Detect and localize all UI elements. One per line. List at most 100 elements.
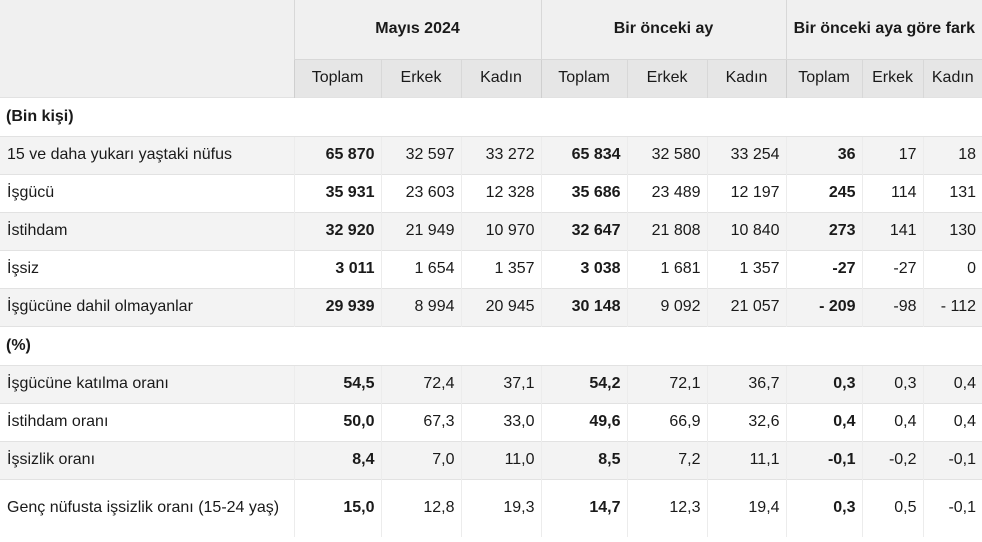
cell-diff-male: 0,5: [861, 478, 924, 537]
cell-current-male: 12,8: [380, 478, 461, 537]
section-header-row: (%): [0, 325, 982, 365]
cell-current-female: 1 357: [460, 249, 542, 288]
cell-previous-total: 65 834: [540, 135, 628, 174]
cell-previous-female: 36,7: [706, 364, 787, 403]
cell-previous-male: 32 580: [626, 135, 708, 174]
cell-previous-male: 1 681: [626, 249, 708, 288]
cell-diff-female: 0,4: [922, 364, 982, 403]
row-label: 15 ve daha yukarı yaştaki nüfus: [0, 135, 294, 174]
cell-previous-total: 8,5: [540, 440, 628, 479]
cell-current-male: 67,3: [380, 402, 461, 441]
cell-previous-female: 19,4: [706, 478, 787, 537]
cell-previous-male: 9 092: [626, 287, 708, 326]
cell-diff-total: 36: [785, 135, 863, 174]
cell-previous-male: 12,3: [626, 478, 708, 537]
cell-current-female: 20 945: [460, 287, 542, 326]
cell-diff-male: -98: [861, 287, 924, 326]
section-header-row: (Bin kişi): [0, 96, 982, 136]
table-header: Mayıs 2024 Bir önceki ay Bir önceki aya …: [0, 0, 982, 97]
header-group-row: Mayıs 2024 Bir önceki ay Bir önceki aya …: [0, 0, 982, 97]
group-header-difference: Bir önceki aya göre fark: [785, 0, 982, 59]
cell-diff-female: -0,1: [922, 440, 982, 479]
cell-current-male: 8 994: [380, 287, 461, 326]
cell-diff-total: 245: [785, 173, 863, 212]
cell-previous-total: 14,7: [540, 478, 628, 537]
table-row: 15 ve daha yukarı yaştaki nüfus 65 870 3…: [0, 135, 982, 174]
cell-diff-female: 0,4: [922, 402, 982, 441]
cell-previous-male: 7,2: [626, 440, 708, 479]
cell-diff-male: 0,3: [861, 364, 924, 403]
subheader-female: Kadın: [460, 58, 542, 97]
table-row: İşgücüne dahil olmayanlar 29 939 8 994 2…: [0, 287, 982, 326]
table-row: İşgücüne katılma oranı 54,5 72,4 37,1 54…: [0, 364, 982, 403]
cell-current-female: 33 272: [460, 135, 542, 174]
cell-current-male: 21 949: [380, 211, 461, 250]
group-header-previous-month: Bir önceki ay: [540, 0, 787, 59]
cell-diff-total: -0,1: [785, 440, 863, 479]
cell-diff-total: 0,4: [785, 402, 863, 441]
cell-diff-total: 0,3: [785, 364, 863, 403]
row-label: İşsizlik oranı: [0, 440, 294, 479]
cell-diff-female: 131: [922, 173, 982, 212]
cell-current-total: 3 011: [293, 249, 381, 288]
row-label: İşsiz: [0, 249, 294, 288]
cell-previous-female: 21 057: [706, 287, 787, 326]
row-label: İstihdam: [0, 211, 294, 250]
row-label: İşgücüne katılma oranı: [0, 364, 294, 403]
cell-previous-total: 35 686: [540, 173, 628, 212]
cell-diff-female: - 112: [922, 287, 982, 326]
table-row: İşsiz 3 011 1 654 1 357 3 038 1 681 1 35…: [0, 249, 982, 288]
cell-previous-male: 21 808: [626, 211, 708, 250]
cell-previous-total: 30 148: [540, 287, 628, 326]
cell-previous-female: 12 197: [706, 173, 787, 212]
cell-current-total: 54,5: [293, 364, 381, 403]
cell-diff-male: 0,4: [861, 402, 924, 441]
subheader-male: Erkek: [626, 58, 708, 97]
cell-diff-female: -0,1: [922, 478, 982, 537]
table-body: (Bin kişi) 15 ve daha yukarı yaştaki nüf…: [0, 96, 982, 537]
cell-current-male: 72,4: [380, 364, 461, 403]
cell-current-male: 7,0: [380, 440, 461, 479]
cell-previous-male: 66,9: [626, 402, 708, 441]
subheader-total: Toplam: [785, 58, 863, 97]
cell-previous-total: 3 038: [540, 249, 628, 288]
cell-current-total: 65 870: [293, 135, 381, 174]
cell-previous-total: 49,6: [540, 402, 628, 441]
subheader-male: Erkek: [380, 58, 461, 97]
cell-current-total: 35 931: [293, 173, 381, 212]
table-row: İşsizlik oranı 8,4 7,0 11,0 8,5 7,2 11,1…: [0, 440, 982, 479]
table-row: İstihdam oranı 50,0 67,3 33,0 49,6 66,9 …: [0, 402, 982, 441]
table-row: İşgücü 35 931 23 603 12 328 35 686 23 48…: [0, 173, 982, 212]
cell-current-female: 19,3: [460, 478, 542, 537]
cell-current-female: 10 970: [460, 211, 542, 250]
group-header-current-month: Mayıs 2024: [293, 0, 542, 59]
cell-current-female: 12 328: [460, 173, 542, 212]
cell-previous-female: 33 254: [706, 135, 787, 174]
cell-previous-male: 23 489: [626, 173, 708, 212]
cell-current-male: 1 654: [380, 249, 461, 288]
cell-current-total: 32 920: [293, 211, 381, 250]
cell-diff-total: 273: [785, 211, 863, 250]
header-corner: [0, 0, 294, 97]
cell-current-female: 11,0: [460, 440, 542, 479]
cell-current-total: 50,0: [293, 402, 381, 441]
subheader-female: Kadın: [922, 58, 982, 97]
section-title-thousand-persons: (Bin kişi): [0, 96, 982, 136]
cell-current-female: 33,0: [460, 402, 542, 441]
header-sub-row: Toplam Erkek Kadın Toplam Erkek Kadın To…: [0, 58, 982, 97]
cell-current-total: 29 939: [293, 287, 381, 326]
subheader-female: Kadın: [706, 58, 787, 97]
cell-current-total: 8,4: [293, 440, 381, 479]
row-label: İşgücüne dahil olmayanlar: [0, 287, 294, 326]
cell-current-female: 37,1: [460, 364, 542, 403]
cell-diff-total: - 209: [785, 287, 863, 326]
cell-previous-female: 1 357: [706, 249, 787, 288]
cell-diff-female: 18: [922, 135, 982, 174]
cell-diff-male: -27: [861, 249, 924, 288]
row-label: İstihdam oranı: [0, 402, 294, 441]
cell-diff-male: 114: [861, 173, 924, 212]
cell-diff-female: 130: [922, 211, 982, 250]
cell-current-total: 15,0: [293, 478, 381, 537]
cell-previous-total: 32 647: [540, 211, 628, 250]
